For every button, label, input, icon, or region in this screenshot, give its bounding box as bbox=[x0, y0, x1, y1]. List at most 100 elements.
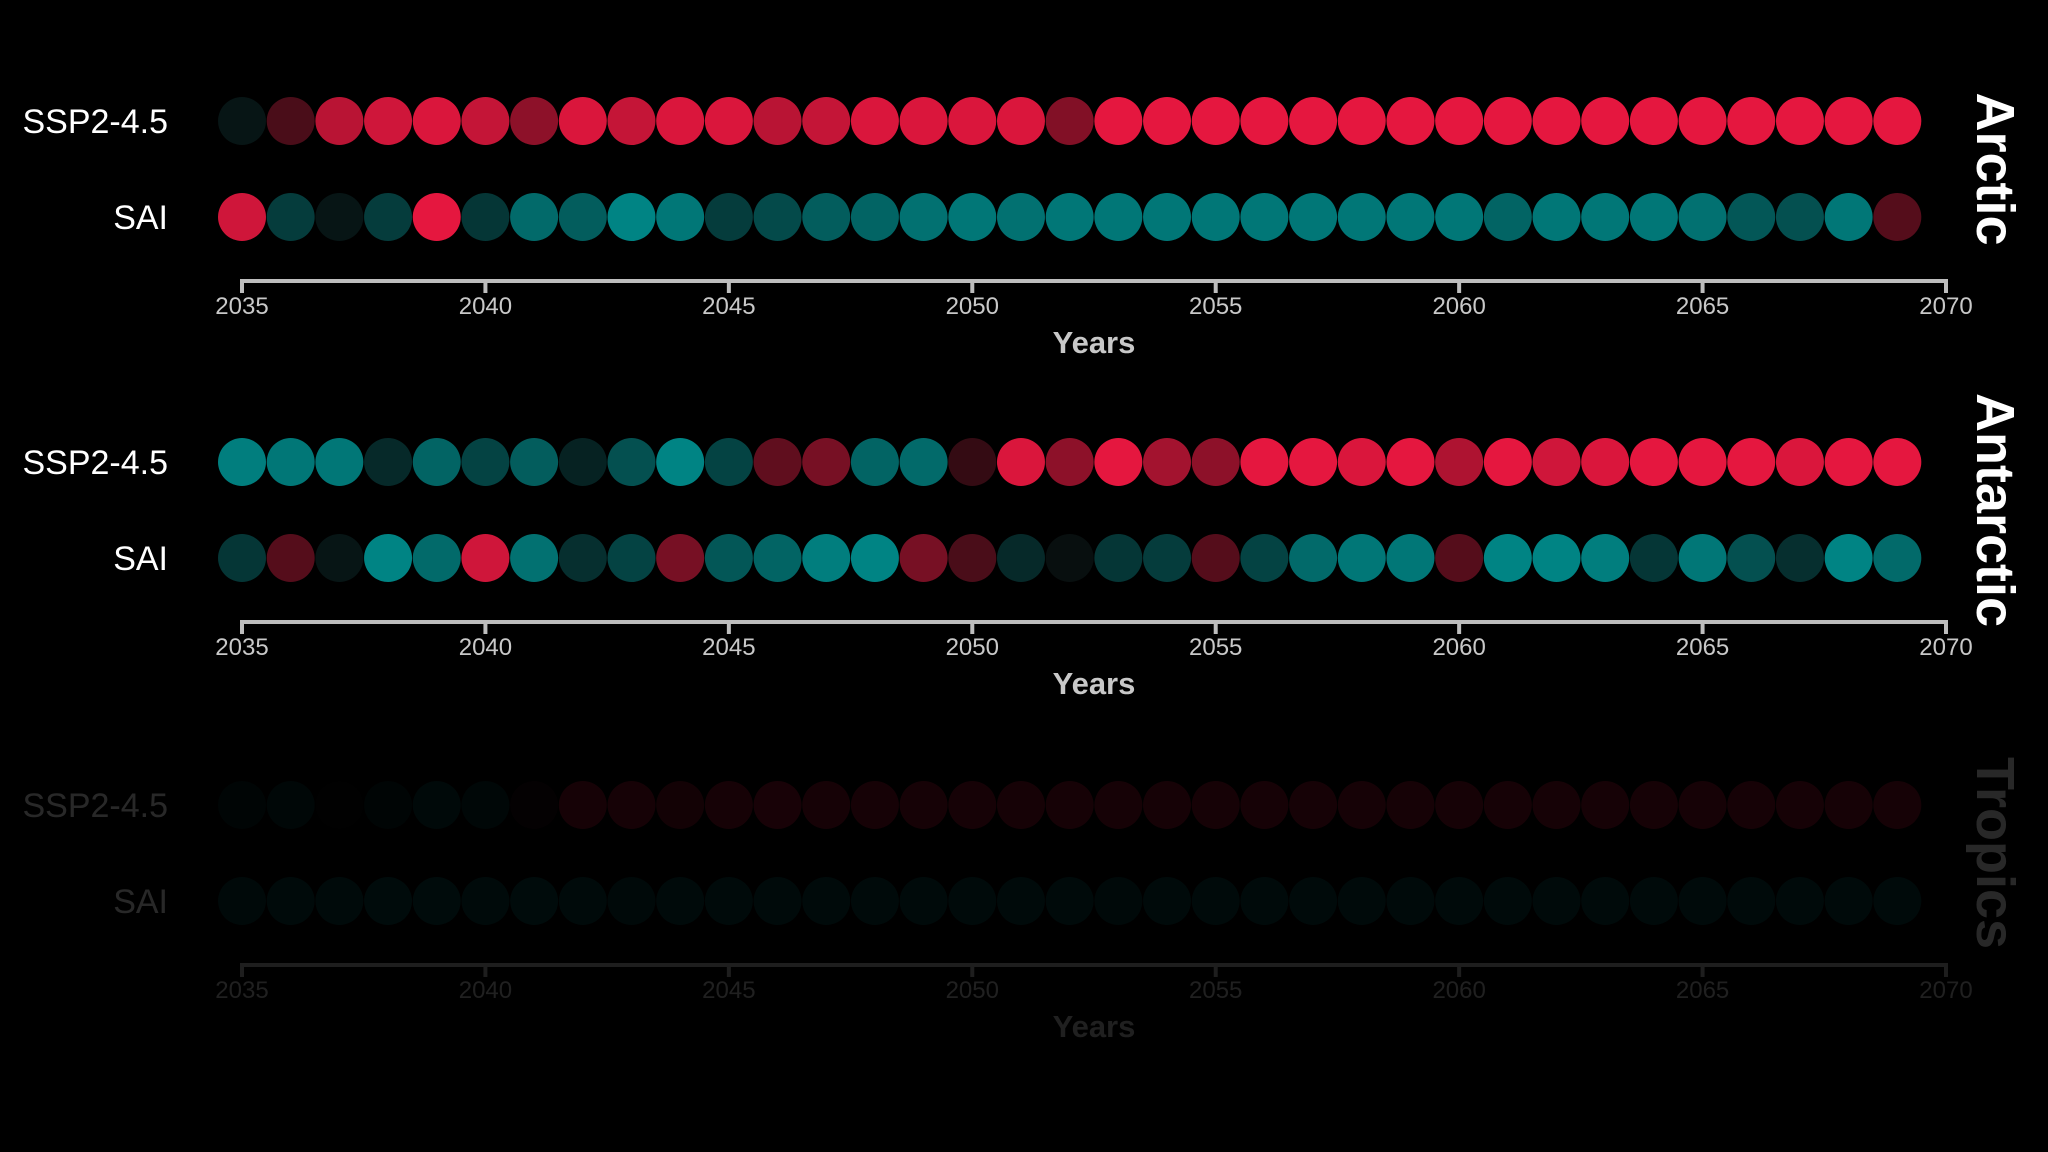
data-dot bbox=[1678, 877, 1727, 925]
data-dot bbox=[948, 877, 997, 925]
data-dot bbox=[461, 438, 510, 486]
data-dot bbox=[1435, 877, 1484, 925]
data-dot bbox=[656, 781, 705, 829]
data-dot bbox=[1240, 97, 1289, 145]
series-label: SAI bbox=[113, 199, 168, 237]
data-dot bbox=[1435, 97, 1484, 145]
data-dot bbox=[1289, 193, 1338, 241]
data-dot bbox=[558, 781, 607, 829]
x-tick-label: 2065 bbox=[1676, 634, 1729, 661]
data-dot bbox=[558, 534, 607, 582]
data-dot bbox=[753, 781, 802, 829]
data-dot bbox=[315, 781, 364, 829]
data-dot bbox=[704, 97, 753, 145]
data-dot bbox=[315, 534, 364, 582]
data-dot bbox=[1532, 438, 1581, 486]
data-dot bbox=[1240, 781, 1289, 829]
data-dot bbox=[1045, 193, 1094, 241]
x-axis-title: Years bbox=[1053, 1009, 1136, 1044]
panel-antarctic: SSP2-4.5 SAI 2035 2040 2045 2050 2055 2060 2065 2… bbox=[22, 393, 2025, 701]
data-dot bbox=[850, 438, 899, 486]
data-dot bbox=[996, 97, 1045, 145]
data-dot bbox=[1532, 534, 1581, 582]
data-dot bbox=[364, 438, 413, 486]
data-dot bbox=[1289, 97, 1338, 145]
data-dot bbox=[1191, 97, 1240, 145]
data-dot bbox=[704, 877, 753, 925]
data-dot bbox=[1435, 193, 1484, 241]
data-dot bbox=[1045, 781, 1094, 829]
data-dot bbox=[996, 534, 1045, 582]
data-dot bbox=[1678, 193, 1727, 241]
series-label: SSP2-4.5 bbox=[22, 444, 168, 482]
data-dot bbox=[1629, 193, 1678, 241]
data-dot bbox=[1094, 97, 1143, 145]
series-label: SSP2-4.5 bbox=[22, 787, 168, 825]
x-tick-label: 2035 bbox=[215, 977, 268, 1004]
data-dot bbox=[1094, 877, 1143, 925]
data-dot bbox=[1483, 97, 1532, 145]
data-dot bbox=[850, 193, 899, 241]
data-dot bbox=[753, 438, 802, 486]
data-dot bbox=[1678, 781, 1727, 829]
data-dot bbox=[315, 438, 364, 486]
data-dot bbox=[1775, 438, 1824, 486]
data-dot bbox=[266, 877, 315, 925]
data-dot bbox=[1435, 534, 1484, 582]
data-dot bbox=[1386, 438, 1435, 486]
data-dot bbox=[1337, 877, 1386, 925]
data-dot bbox=[461, 781, 510, 829]
data-dot bbox=[1678, 534, 1727, 582]
x-tick-label: 2055 bbox=[1189, 977, 1242, 1004]
data-dot bbox=[1824, 193, 1873, 241]
data-dot bbox=[850, 877, 899, 925]
data-dot bbox=[1873, 877, 1922, 925]
data-dot bbox=[266, 781, 315, 829]
region-label: Antarctic bbox=[1965, 393, 2025, 627]
data-dot bbox=[412, 97, 461, 145]
data-dot bbox=[704, 781, 753, 829]
data-dot bbox=[1824, 534, 1873, 582]
data-dot bbox=[218, 193, 266, 241]
data-dot bbox=[753, 193, 802, 241]
x-tick-label: 2055 bbox=[1189, 293, 1242, 320]
data-dot bbox=[899, 438, 948, 486]
data-dot bbox=[850, 97, 899, 145]
x-tick-label: 2050 bbox=[946, 293, 999, 320]
x-tick-label: 2045 bbox=[702, 293, 755, 320]
data-dot bbox=[899, 534, 948, 582]
data-dot bbox=[510, 193, 559, 241]
data-dot bbox=[1143, 438, 1192, 486]
data-dot bbox=[510, 781, 559, 829]
region-label: Tropics bbox=[1965, 757, 2025, 949]
data-dot bbox=[802, 877, 851, 925]
data-dot bbox=[266, 534, 315, 582]
data-dot bbox=[558, 193, 607, 241]
x-tick-label: 2060 bbox=[1432, 977, 1485, 1004]
data-dot bbox=[364, 534, 413, 582]
data-dot bbox=[802, 193, 851, 241]
data-dot bbox=[1191, 877, 1240, 925]
data-dot bbox=[1775, 193, 1824, 241]
data-dot bbox=[218, 97, 266, 145]
data-dot bbox=[899, 781, 948, 829]
series-label: SAI bbox=[113, 883, 168, 921]
data-dot bbox=[1581, 781, 1630, 829]
x-tick-label: 2065 bbox=[1676, 293, 1729, 320]
data-dot bbox=[607, 193, 656, 241]
data-dot bbox=[218, 877, 266, 925]
data-dot bbox=[364, 193, 413, 241]
data-dot bbox=[1337, 534, 1386, 582]
x-tick-label: 2035 bbox=[215, 634, 268, 661]
data-dot bbox=[1629, 438, 1678, 486]
data-dot bbox=[1143, 534, 1192, 582]
x-tick-label: 2055 bbox=[1189, 634, 1242, 661]
x-tick-label: 2045 bbox=[702, 977, 755, 1004]
data-dot bbox=[1289, 877, 1338, 925]
data-dot bbox=[364, 781, 413, 829]
x-tick-label: 2035 bbox=[215, 293, 268, 320]
data-dot bbox=[412, 877, 461, 925]
data-dot bbox=[607, 781, 656, 829]
data-dot bbox=[607, 97, 656, 145]
